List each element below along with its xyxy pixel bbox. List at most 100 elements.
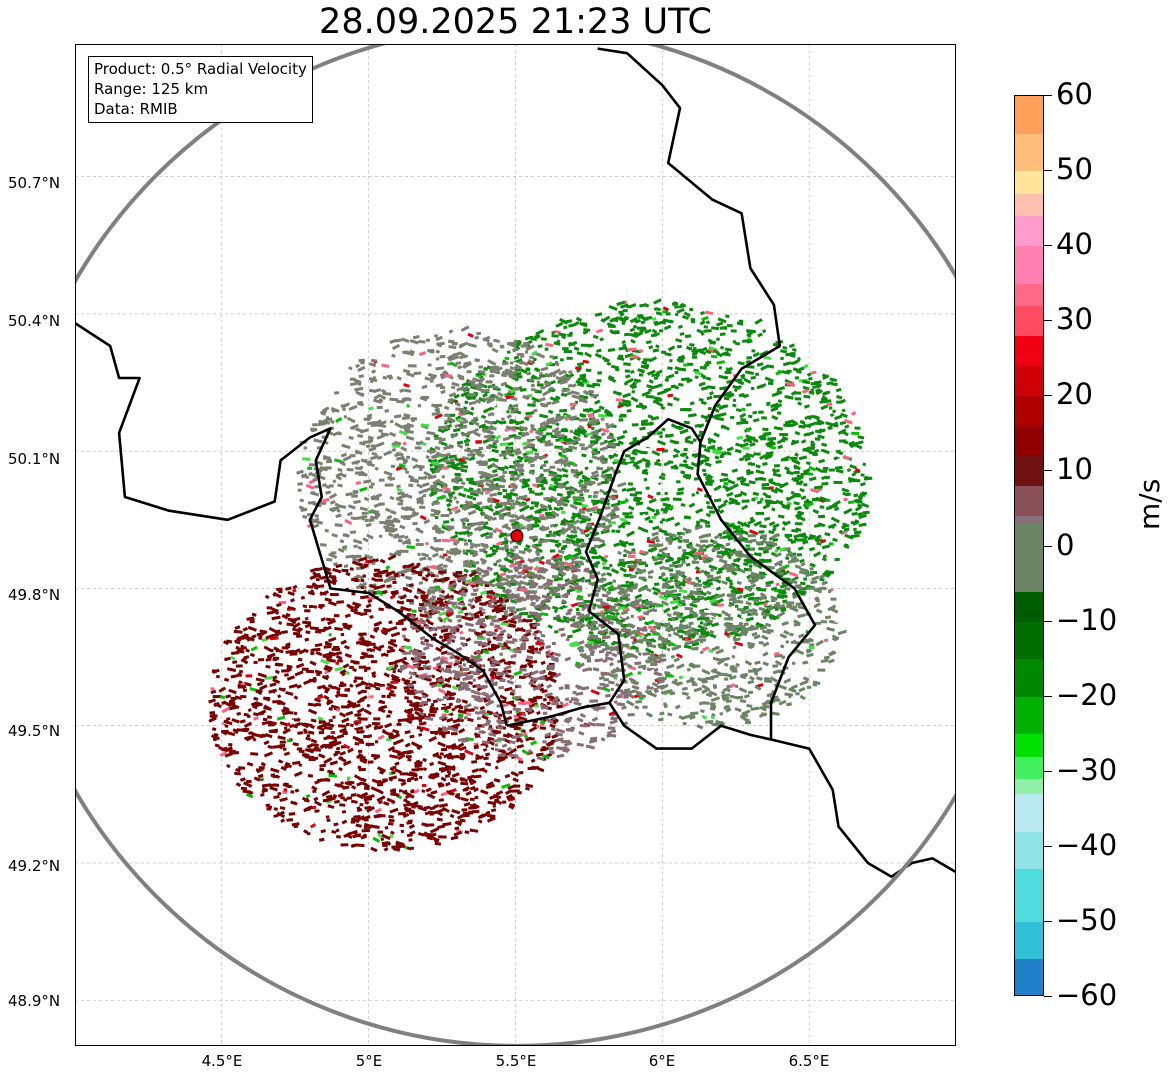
echo-speckle (328, 718, 333, 723)
echo-speckle (348, 404, 358, 411)
echo-speckle (604, 554, 609, 559)
echo-speckle (697, 579, 702, 583)
echo-speckle (780, 349, 788, 354)
echo-speckle (374, 807, 382, 814)
echo-speckle (467, 509, 477, 516)
echo-speckle (682, 459, 688, 464)
echo-speckle (435, 366, 445, 371)
echo-speckle (368, 485, 374, 489)
echo-speckle (253, 696, 259, 701)
echo-speckle (694, 375, 699, 380)
echo-speckle (243, 712, 249, 717)
echo-speckle (584, 466, 589, 471)
echo-speckle (353, 499, 361, 504)
echo-speckle (462, 811, 471, 815)
echo-speckle (518, 431, 523, 436)
echo-speckle (758, 530, 765, 534)
echo-speckle (607, 376, 617, 383)
echo-speckle (677, 354, 685, 360)
echo-speckle (646, 384, 655, 390)
echo-speckle (857, 440, 864, 445)
echo-speckle (781, 520, 789, 526)
echo-speckle (799, 487, 805, 493)
echo-speckle (816, 541, 822, 546)
echo-speckle (796, 553, 802, 557)
echo-speckle (674, 370, 679, 375)
echo-speckle (658, 329, 664, 333)
echo-speckle (460, 481, 466, 486)
echo-speckle (447, 555, 452, 560)
echo-speckle (631, 384, 638, 390)
echo-speckle (619, 312, 625, 317)
echo-speckle (455, 415, 462, 421)
echo-speckle (226, 763, 231, 769)
echo-speckle (247, 708, 252, 713)
echo-speckle (335, 417, 343, 423)
echo-speckle (312, 423, 318, 427)
echo-speckle (807, 472, 814, 476)
echo-speckle (443, 564, 448, 568)
echo-speckle (728, 392, 735, 399)
echo-speckle (739, 412, 747, 419)
echo-speckle (551, 605, 559, 611)
echo-speckle (587, 425, 592, 429)
echo-speckle (480, 414, 487, 420)
echo-speckle (357, 545, 363, 551)
echo-speckle (758, 547, 767, 551)
echo-speckle (412, 522, 418, 526)
echo-speckle (718, 366, 723, 370)
echo-speckle (680, 470, 686, 475)
echo-speckle (480, 789, 489, 795)
echo-speckle (419, 515, 427, 521)
echo-speckle (388, 620, 393, 625)
radar-map-canvas[interactable] (75, 44, 956, 1046)
echo-speckle (750, 386, 755, 391)
echo-speckle (549, 355, 555, 359)
echo-speckle (742, 446, 750, 450)
echo-speckle (685, 465, 694, 471)
echo-speckle (636, 326, 646, 330)
radar-map[interactable] (75, 44, 956, 1046)
echo-speckle (344, 518, 353, 526)
echo-speckle (673, 466, 679, 470)
echo-speckle (314, 809, 320, 813)
echo-speckle (302, 457, 311, 462)
echo-speckle (784, 556, 790, 561)
echo-speckle (512, 348, 518, 352)
echo-speckle (696, 328, 704, 334)
echo-speckle (454, 472, 462, 477)
echo-speckle (310, 427, 316, 431)
echo-speckle (648, 388, 653, 393)
echo-speckle (249, 652, 256, 658)
echo-speckle (418, 581, 424, 585)
echo-speckle (343, 564, 349, 568)
echo-speckle (363, 668, 368, 673)
echo-speckle (648, 345, 654, 350)
echo-speckle (277, 791, 282, 796)
echo-speckle (746, 356, 752, 360)
echo-speckle (330, 730, 336, 735)
echo-speckle (489, 366, 494, 371)
echo-speckle (495, 540, 503, 547)
echo-speckle (754, 476, 764, 481)
echo-speckle (463, 487, 472, 493)
echo-speckle (437, 760, 447, 766)
echo-speckle (672, 301, 677, 306)
echo-speckle (355, 843, 365, 848)
echo-speckle (411, 418, 416, 423)
echo-speckle (460, 797, 469, 802)
echo-speckle (704, 462, 712, 467)
echo-speckle (288, 812, 296, 816)
echo-speckle (571, 383, 577, 388)
echo-speckle (665, 373, 675, 380)
echo-speckle (607, 324, 616, 329)
echo-speckle (766, 401, 771, 406)
echo-speckle (561, 467, 569, 473)
echo-speckle (479, 705, 486, 711)
echo-speckle (372, 836, 381, 843)
echo-speckle (450, 778, 458, 783)
echo-speckle (562, 544, 568, 549)
echo-speckle (622, 309, 628, 313)
echo-speckle (360, 717, 368, 721)
echo-speckle (480, 590, 488, 596)
